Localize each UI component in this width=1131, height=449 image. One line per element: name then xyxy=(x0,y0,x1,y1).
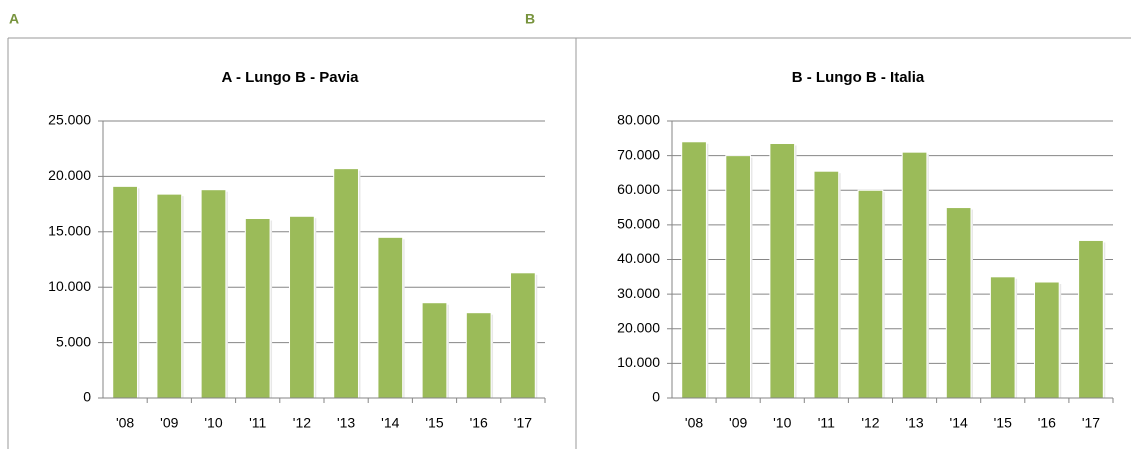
bar xyxy=(465,312,492,399)
x-tick-label: '11 xyxy=(818,415,835,431)
bar xyxy=(112,185,138,399)
x-tick-label: '12 xyxy=(861,415,879,431)
x-tick-label: '14 xyxy=(950,415,968,431)
bar xyxy=(244,218,271,399)
bar xyxy=(289,215,315,399)
y-tick-label: 40.000 xyxy=(617,250,660,266)
x-tick-label: '08 xyxy=(685,415,703,431)
y-tick-label: 70.000 xyxy=(617,146,660,162)
x-tick-label: '08 xyxy=(116,415,134,431)
x-tick-label: '15 xyxy=(425,415,443,431)
bar xyxy=(769,143,796,399)
y-tick-label: 30.000 xyxy=(617,285,660,301)
bar xyxy=(725,155,751,399)
x-tick-label: '09 xyxy=(160,415,178,431)
x-tick-label: '15 xyxy=(994,415,1012,431)
bar xyxy=(989,276,1016,399)
y-tick-label: 50.000 xyxy=(617,216,660,232)
x-tick-label: '09 xyxy=(729,415,747,431)
x-tick-label: '10 xyxy=(204,415,222,431)
x-tick-label: '11 xyxy=(249,415,266,431)
y-tick-label: 0 xyxy=(652,389,660,405)
bar xyxy=(200,189,227,399)
x-tick-label: '17 xyxy=(1082,415,1100,431)
bar xyxy=(857,189,884,399)
y-tick-label: 10.000 xyxy=(48,278,91,294)
y-tick-label: 80.000 xyxy=(617,112,660,128)
y-tick-label: 10.000 xyxy=(617,354,660,370)
bar xyxy=(1034,281,1060,399)
y-tick-label: 60.000 xyxy=(617,181,660,197)
x-tick-label: '12 xyxy=(293,415,311,431)
bar xyxy=(156,193,183,399)
panel-label: A xyxy=(9,11,19,27)
y-tick-label: 15.000 xyxy=(48,223,91,239)
y-tick-label: 20.000 xyxy=(617,319,660,335)
bar xyxy=(377,236,404,399)
bar xyxy=(333,168,359,399)
chart-title: A - Lungo B - Pavia xyxy=(222,69,360,86)
panel-label: B xyxy=(525,11,535,27)
y-tick-label: 25.000 xyxy=(48,112,91,128)
y-tick-label: 20.000 xyxy=(48,167,91,183)
x-tick-label: '16 xyxy=(470,415,488,431)
x-tick-label: '10 xyxy=(773,415,791,431)
bar xyxy=(901,151,928,399)
bar xyxy=(681,141,707,399)
bar xyxy=(510,272,536,399)
x-tick-label: '17 xyxy=(514,415,532,431)
bar xyxy=(945,207,972,399)
bar xyxy=(813,170,840,399)
y-tick-label: 0 xyxy=(83,389,91,405)
x-tick-label: '13 xyxy=(905,415,923,431)
chart-title: B - Lungo B - Italia xyxy=(792,69,925,86)
x-tick-label: '14 xyxy=(381,415,399,431)
x-tick-label: '16 xyxy=(1038,415,1056,431)
x-tick-label: '13 xyxy=(337,415,355,431)
bar xyxy=(1078,239,1104,399)
bar xyxy=(421,302,448,399)
y-tick-label: 5.000 xyxy=(56,333,91,349)
